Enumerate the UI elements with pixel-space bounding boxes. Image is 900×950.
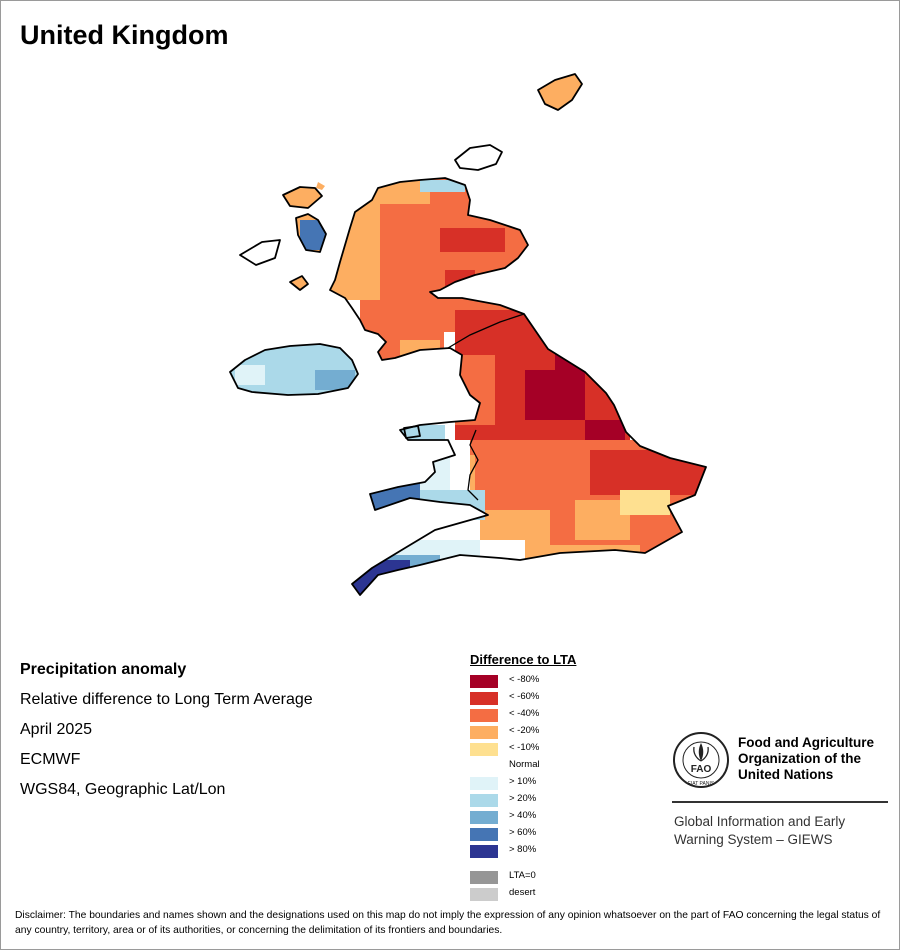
anomaly-cell-east-anglia — [590, 450, 706, 495]
map-info: Precipitation anomaly Relative differenc… — [20, 655, 313, 805]
legend-label: < -40% — [509, 708, 540, 719]
legend-label: < -60% — [509, 691, 540, 702]
anomaly-cell-down — [315, 370, 355, 390]
precipitation-map — [229, 73, 707, 596]
legend-item: desert — [470, 886, 576, 903]
legend-swatch — [470, 811, 498, 824]
anomaly-cell-somerset — [480, 540, 525, 560]
fao-name-line2: Organization of the — [738, 751, 861, 766]
fao-name-line3: United Nations — [738, 767, 834, 782]
legend-swatch — [470, 675, 498, 688]
legend-item: < -20% — [470, 724, 576, 741]
fao-ring-text: FIAT PANIS — [688, 781, 715, 787]
anomaly-cell-fermanagh — [235, 365, 265, 385]
coastline-outline — [229, 73, 707, 596]
outer-hebrides-coast — [239, 239, 281, 266]
anomaly-cell-south-wales — [420, 490, 485, 520]
legend-item: > 10% — [470, 775, 576, 792]
anomaly-cell-galloway — [400, 340, 440, 362]
legend-label: < -10% — [509, 742, 540, 753]
legend-item: < -60% — [470, 690, 576, 707]
anomaly-cell-kent — [620, 490, 670, 515]
period-label: April 2025 — [20, 721, 93, 738]
legend-label: > 20% — [509, 793, 537, 804]
disclaimer: Disclaimer: The boundaries and names sho… — [15, 910, 881, 936]
legend-label: > 10% — [509, 776, 537, 787]
anomaly-cell-mid-wales — [420, 440, 450, 520]
source-label: ECMWF — [20, 751, 81, 768]
legend-swatch — [470, 709, 498, 722]
skye-coast — [295, 213, 327, 253]
legend-item: < -80% — [470, 673, 576, 690]
anomaly-cell-fife — [445, 270, 475, 286]
legend-swatch — [470, 692, 498, 705]
branding-divider — [672, 801, 888, 803]
fao-name-line1: Food and Agriculture — [738, 735, 874, 750]
orkney-coast — [454, 144, 503, 171]
variable-label: Precipitation anomaly — [20, 661, 187, 678]
legend-label: Normal — [509, 759, 540, 770]
legend-item: > 20% — [470, 792, 576, 809]
shetland-coast — [537, 73, 583, 111]
legend-swatch — [470, 845, 498, 858]
legend-swatch — [470, 828, 498, 841]
legend-items: < -80% < -60% < -40% < -20% < -10% Normal > 10… — [470, 673, 576, 860]
northern-ireland-coast — [229, 343, 359, 396]
anomaly-cell-west-scotland — [340, 175, 380, 300]
giews-name: Global Information and Early Warning Sys… — [674, 813, 890, 849]
legend-label: < -20% — [509, 725, 540, 736]
great-britain-coast — [329, 177, 707, 596]
legend-item: LTA=0 — [470, 869, 576, 886]
legend-title: Difference to LTA — [470, 652, 577, 667]
legend-swatch — [470, 794, 498, 807]
measure-label: Relative difference to Long Term Average — [20, 691, 313, 708]
country-borders — [447, 313, 525, 501]
islay-coast — [289, 275, 309, 291]
legend-swatch — [470, 726, 498, 739]
legend-item: > 80% — [470, 843, 576, 860]
anomaly-cell-caithness — [420, 180, 465, 192]
legend-label: > 40% — [509, 810, 537, 821]
map-title: United Kingdom — [20, 20, 229, 50]
giews-line2: Warning System – GIEWS — [674, 832, 833, 847]
anomaly-cell-south-coast — [540, 545, 640, 570]
anomaly-cell-yorkshire — [525, 370, 585, 420]
anglesey-coast — [403, 425, 421, 439]
legend-extra-items: LTA=0 desert — [470, 869, 576, 903]
legend-swatch — [470, 743, 498, 756]
legend-label: > 60% — [509, 827, 537, 838]
legend-label: LTA=0 — [509, 870, 536, 881]
fao-logo-icon: FAO FIAT PANIS — [673, 732, 729, 788]
legend-swatch — [470, 888, 498, 901]
legend-item: Normal — [470, 758, 576, 775]
legend-label: desert — [509, 887, 536, 898]
anomaly-cell-grampian — [440, 228, 505, 252]
lewis-coast — [282, 186, 323, 209]
legend: Difference to LTA < -80% < -60% < -40% < -2… — [470, 652, 576, 903]
fao-name: Food and Agriculture Organization of the… — [738, 735, 898, 783]
anomaly-cell-teesside — [555, 340, 585, 370]
scotland-england-border — [447, 313, 525, 349]
fao-logo-text: FAO — [691, 764, 712, 775]
legend-item: > 60% — [470, 826, 576, 843]
legend-label: < -80% — [509, 674, 540, 685]
wales-england-border — [467, 429, 479, 501]
legend-item: < -40% — [470, 707, 576, 724]
legend-swatch — [470, 871, 498, 884]
legend-swatch — [470, 777, 498, 790]
legend-label: > 80% — [509, 844, 537, 855]
legend-item: > 40% — [470, 809, 576, 826]
legend-item: < -10% — [470, 741, 576, 758]
giews-line1: Global Information and Early — [674, 814, 846, 829]
anomaly-cell-powys — [450, 440, 470, 490]
projection-label: WGS84, Geographic Lat/Lon — [20, 781, 226, 798]
